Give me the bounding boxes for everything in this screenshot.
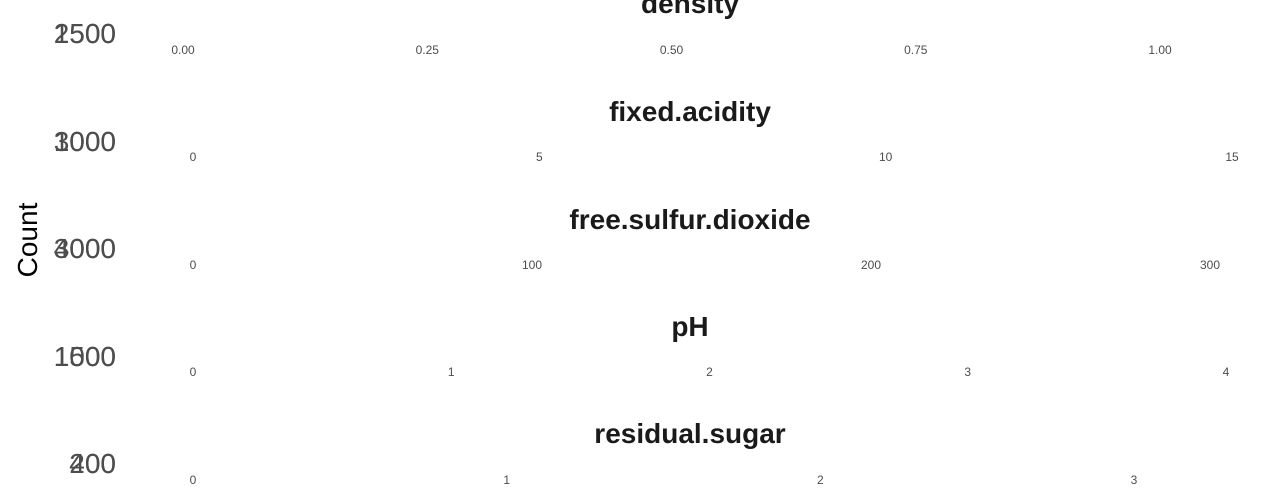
x-tick-label: 0 [189,150,197,164]
x-tick-label: 2 [706,365,713,379]
y-tick-label: 4000 [53,233,116,264]
facet-title: density [640,0,740,19]
x-tick-label: 200 [860,258,882,272]
y-tick-label: 1500 [53,18,116,49]
x-tick-label: 0.50 [659,43,684,57]
x-tick-label: 100 [521,258,543,272]
y-tick-label: 200 [69,448,116,479]
x-tick-label: 4 [1222,365,1230,379]
x-tick-label: 1 [503,473,510,487]
x-tick-label: 0.00 [171,43,195,57]
y-tick-label: 1500 [53,341,116,372]
y-tick-label: 1000 [53,126,116,157]
x-tick-label: 15 [1225,150,1239,164]
facet-title: residual.sugar [594,418,786,449]
x-tick-label: 3 [964,365,972,379]
y-tick-label: 2500 [53,18,116,49]
x-tick-label: 0.75 [904,43,928,57]
x-tick-label: 1 [447,365,455,379]
x-tick-label: 0 [189,473,197,487]
x-tick-label: 3 [1130,473,1138,487]
x-tick-label: 300 [1199,258,1221,272]
x-tick-label: 0.25 [415,43,439,57]
x-tick-label: 10 [878,150,893,164]
y-tick-label: 3000 [53,233,116,264]
y-tick-label: 1000 [53,341,116,372]
facet-title: free.sulfur.dioxide [569,204,811,235]
x-tick-label: 0 [189,365,197,379]
y-tick-label: 3000 [53,126,116,157]
y-tick-label: 400 [69,448,116,479]
x-tick-label: 2 [816,473,824,487]
x-tick-label: 5 [535,150,543,164]
x-tick-label: 0 [189,258,197,272]
facet-title: pH [671,311,709,342]
x-tick-label: 1.00 [1148,43,1172,57]
facet-title: fixed.acidity [609,96,771,127]
